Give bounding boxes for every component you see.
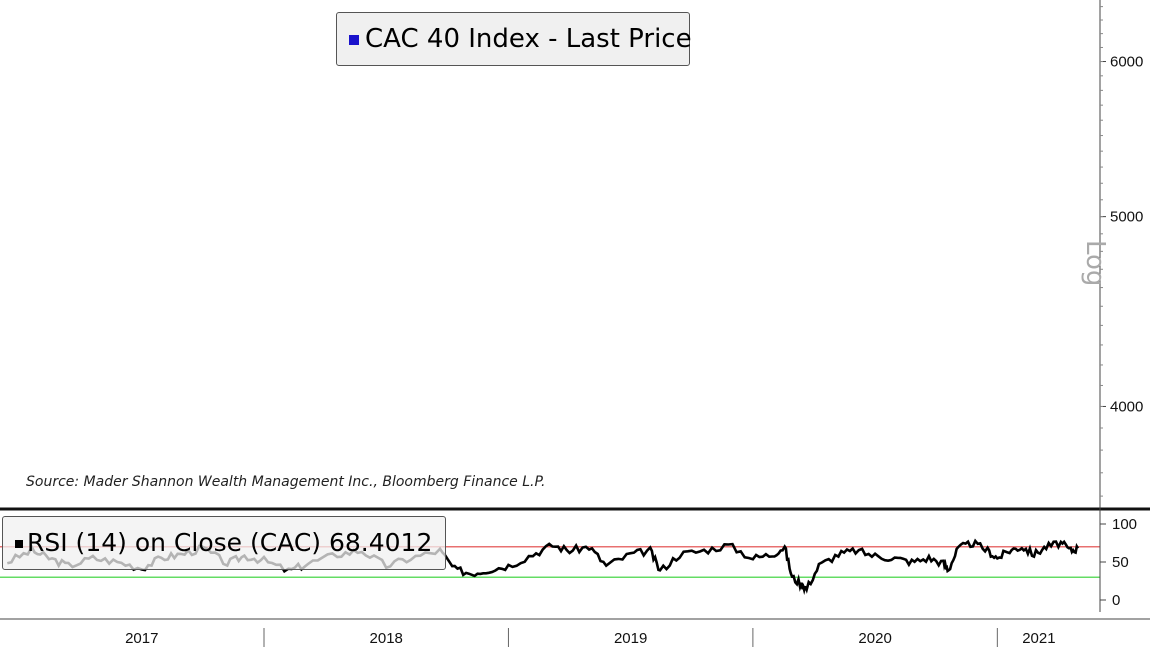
price-legend: CAC 40 Index - Last Price [336,12,692,66]
rsi-legend-swatch [15,540,23,548]
price-tick-label: 5000 [1110,209,1143,226]
rsi-tick-label: 100 [1112,516,1137,533]
x-year-label: 2017 [125,630,158,647]
log-scale-label: Log [1080,240,1110,287]
rsi-legend: RSI (14) on Close (CAC) 68.4012 [2,516,446,570]
x-year-label: 2018 [370,630,403,647]
rsi-tick-label: 0 [1112,592,1120,609]
price-legend-swatch [349,34,359,45]
price-legend-label: CAC 40 Index - Last Price [365,24,692,54]
price-plot-area [0,0,1100,508]
rsi-legend-label: RSI (14) on Close (CAC) 68.4012 [27,528,433,557]
x-year-label: 2020 [858,630,891,647]
rsi-tick-label: 50 [1112,554,1129,571]
price-tick-label: 6000 [1110,54,1143,71]
x-year-label: 2021 [1022,630,1055,647]
source-note: Source: Mader Shannon Wealth Management … [26,474,546,490]
price-tick-label: 4000 [1110,398,1143,415]
x-year-label: 2019 [614,630,647,647]
